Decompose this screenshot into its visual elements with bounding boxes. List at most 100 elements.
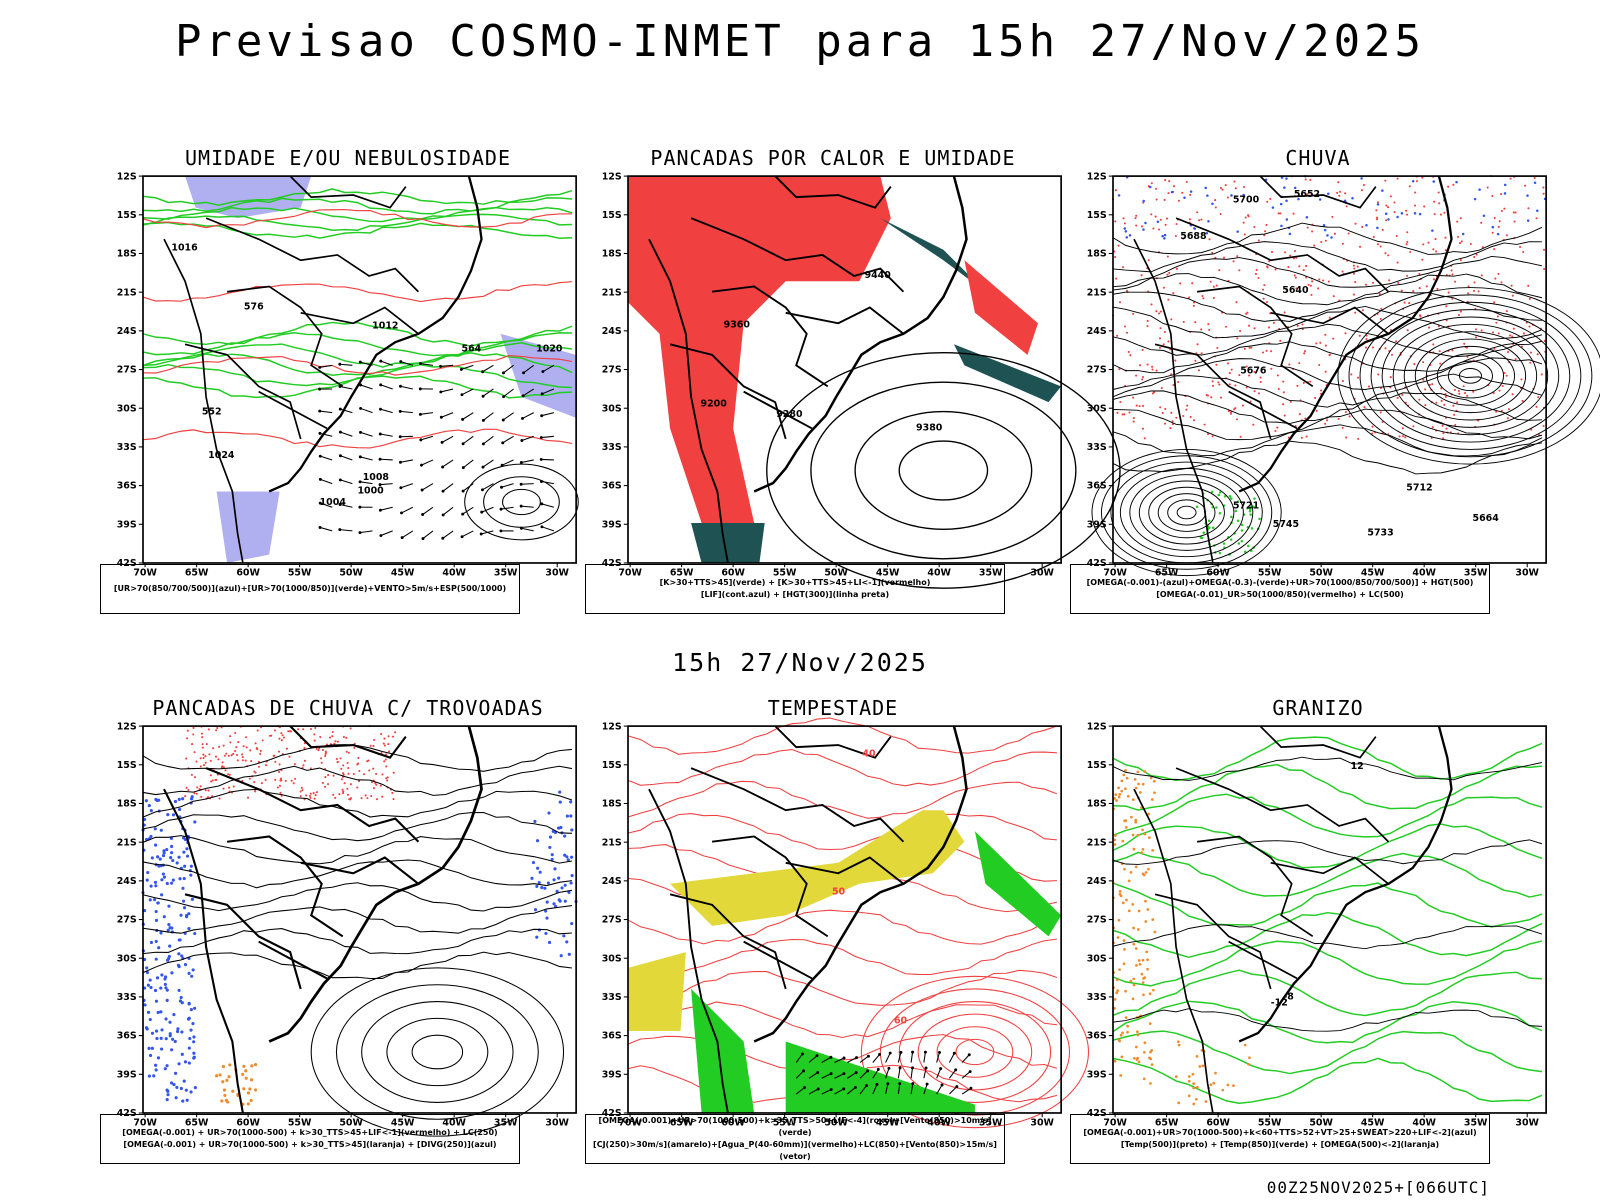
wind-vector [318, 365, 322, 369]
omega-red-dot [1318, 363, 1321, 367]
hgt-label: 9200 [701, 398, 728, 409]
wind-vector [821, 1056, 832, 1063]
lat-label: 24S [117, 876, 137, 887]
divergence-blue-dot [150, 856, 154, 860]
omega-red-dot [1460, 240, 1463, 243]
convection-red-dot [276, 786, 279, 789]
omega-red-dot [1279, 339, 1282, 342]
omega-green-dot [1247, 544, 1250, 548]
wind-vector [482, 388, 494, 397]
lon-label: 50W [1309, 568, 1333, 579]
divergence-blue-dot [556, 826, 561, 830]
omega-blue-dot [1293, 186, 1297, 190]
divergence-blue-dot [174, 1071, 178, 1075]
convection-red-dot [368, 769, 371, 772]
omega-red-dot [1325, 419, 1329, 422]
panel-title: GRANIZO [1272, 696, 1364, 720]
lat-label: 39S [602, 1069, 622, 1080]
omega-red-dot [1165, 217, 1169, 220]
divergence-blue-dot [154, 1029, 159, 1033]
convection-red-dot [345, 750, 348, 753]
hgt500-contour [1112, 273, 1543, 306]
omega500-orange-dot [1124, 768, 1127, 772]
wind-vector [541, 370, 545, 374]
divergence-blue-dot [550, 857, 554, 861]
divergence-blue-dot [533, 908, 538, 912]
convection-red-dot [317, 749, 320, 752]
omega-red-dot [1167, 192, 1170, 195]
convection-orange-dot [231, 1089, 235, 1093]
divergence-blue-dot [192, 1051, 196, 1055]
wind-vector [481, 370, 485, 374]
omega-red-dot [1200, 352, 1203, 355]
omega500-orange-dot [1146, 908, 1150, 911]
wind-vector [540, 525, 544, 529]
omega-red-dot [1174, 234, 1177, 238]
hgt500-contour [1436, 353, 1505, 399]
omega500-orange-dot [1141, 782, 1145, 786]
lon-label: 40W [442, 1118, 466, 1129]
convection-red-dot [380, 733, 383, 736]
panel-trovoadas: PANCADAS DE CHUVA C/ TROVOADAS 12S 15S 18S… [98, 696, 598, 1166]
lon-label: 35W [1464, 1118, 1488, 1129]
omega-red-dot [1418, 272, 1421, 276]
wind-vector [853, 1085, 857, 1089]
divergence-blue-dot [170, 971, 174, 975]
omega-red-dot [1194, 321, 1197, 324]
omega-red-dot [1247, 324, 1251, 327]
omega-red-dot [1161, 411, 1164, 415]
hgt500-contour [1381, 316, 1560, 436]
convection-red-dot [245, 736, 248, 739]
omega500-orange-dot [1129, 870, 1133, 874]
omega-red-dot [1503, 371, 1506, 375]
omega-red-dot [1464, 392, 1467, 395]
convection-orange-dot [254, 1063, 258, 1067]
wind-vector [461, 512, 465, 516]
omega500-orange-dot [1142, 873, 1146, 877]
omega-red-dot [1282, 403, 1285, 406]
omega-red-dot [1440, 399, 1443, 403]
omega-red-dot [1456, 401, 1459, 404]
omega-green-dot [1240, 529, 1244, 532]
hgt-label: 9440 [865, 270, 892, 281]
wind-vector [440, 440, 444, 444]
hgt500-contour [1425, 345, 1516, 406]
divergence-blue-dot [567, 890, 571, 894]
country-border [1175, 217, 1390, 293]
wind-vector [419, 438, 423, 442]
isobar-label: 552 [202, 407, 222, 418]
omega-red-dot [1118, 368, 1121, 371]
wind-vector [441, 412, 454, 418]
lon-label: 65W [1155, 1118, 1179, 1129]
isobar-label: 1020 [536, 344, 563, 355]
lon-label: 45W [876, 568, 900, 579]
convection-red-dot [216, 726, 219, 730]
omega500-orange-dot [1150, 1063, 1154, 1066]
wind-vector [479, 532, 483, 536]
convection-red-dot [254, 742, 257, 745]
omega-red-dot [1116, 411, 1119, 414]
lon-label: 55W [773, 1118, 797, 1129]
hgt-label: 9280 [776, 409, 803, 420]
omega-red-dot [1475, 253, 1478, 256]
omega-red-dot [1140, 225, 1144, 228]
omega-red-dot [1431, 383, 1434, 386]
omega500-orange-dot [1123, 948, 1126, 951]
convection-red-dot [315, 791, 319, 794]
wind-vector [519, 504, 523, 508]
convection-red-dot [309, 792, 312, 795]
omega-red-dot [1185, 408, 1188, 411]
wind-vector [439, 390, 443, 394]
omega-red-dot [1511, 393, 1514, 396]
omega-red-dot [1395, 340, 1398, 343]
omega-red-dot [1339, 190, 1342, 193]
omega-red-dot [1236, 337, 1239, 340]
omega-blue-dot [1365, 224, 1368, 227]
lon-label: 70W [1103, 1118, 1127, 1129]
omega500-orange-dot [1147, 812, 1151, 816]
omega-red-dot [1162, 343, 1165, 346]
omega500-orange-dot [1142, 1077, 1146, 1081]
lon-label: 40W [927, 1118, 951, 1129]
omega-red-dot [1211, 435, 1214, 438]
country-border [300, 306, 419, 335]
